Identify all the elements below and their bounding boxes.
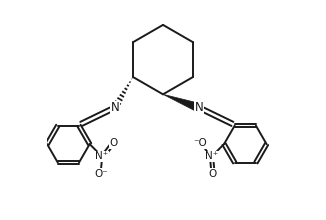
Polygon shape [163,94,200,112]
Text: ⁻O: ⁻O [193,138,207,148]
Text: O⁻: O⁻ [94,169,108,179]
Text: O: O [110,138,118,148]
Text: O: O [209,169,217,179]
Text: N⁺: N⁺ [95,151,109,161]
Text: N: N [194,101,203,114]
Text: N⁺: N⁺ [205,151,218,161]
Text: N: N [111,101,119,114]
